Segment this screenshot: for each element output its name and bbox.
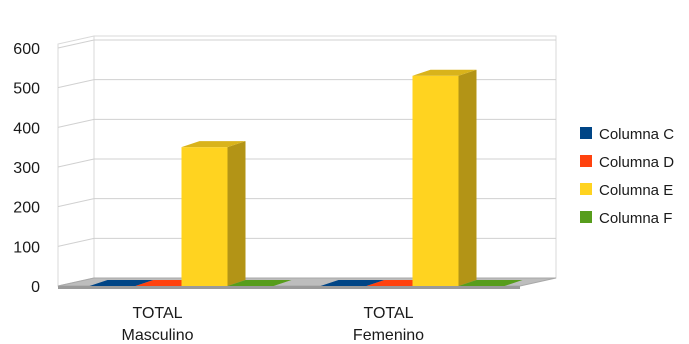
y-tick-label: 200 bbox=[13, 200, 40, 217]
bar-front bbox=[181, 147, 228, 286]
legend-item-columna-c: Columna C bbox=[580, 126, 674, 143]
y-tick-label: 600 bbox=[13, 41, 40, 58]
bar-top bbox=[227, 280, 292, 286]
bar-front bbox=[412, 75, 459, 287]
y-tick-label: 100 bbox=[13, 239, 40, 256]
x-category-label: TOTAL Masculino bbox=[121, 305, 193, 344]
bar-side bbox=[458, 69, 477, 287]
legend-swatch bbox=[580, 127, 592, 139]
bar-side bbox=[227, 141, 246, 286]
gridline bbox=[57, 39, 556, 49]
legend-item-columna-d: Columna D bbox=[580, 154, 674, 171]
bar-columna-f-cat0 bbox=[227, 280, 292, 286]
bar-top bbox=[320, 280, 385, 286]
side-wall bbox=[57, 35, 95, 287]
gridline bbox=[57, 158, 556, 168]
legend-swatch bbox=[580, 155, 592, 167]
gridlines bbox=[57, 39, 556, 247]
legend-swatch bbox=[580, 211, 592, 223]
y-tick-label: 0 bbox=[31, 279, 40, 296]
legend-label: Columna D bbox=[599, 154, 674, 171]
legend-label: Columna E bbox=[599, 182, 673, 199]
y-tick-label: 400 bbox=[13, 120, 40, 137]
gridline bbox=[57, 237, 556, 247]
floor-front bbox=[58, 286, 520, 289]
legend-label: Columna C bbox=[599, 126, 674, 143]
gridline bbox=[57, 79, 556, 89]
x-category-label: TOTAL Femenino bbox=[353, 305, 424, 344]
legend-swatch bbox=[580, 183, 592, 195]
bar-top bbox=[458, 280, 523, 286]
bar-top bbox=[412, 69, 477, 76]
bar-columna-f-cat1 bbox=[458, 280, 523, 286]
y-tick-label: 300 bbox=[13, 160, 40, 177]
chart-walls bbox=[57, 35, 557, 287]
x-axis-categories: TOTAL Masculino TOTAL Femenino bbox=[121, 305, 424, 344]
legend: Columna C Columna D Columna E Columna F bbox=[580, 126, 674, 227]
bar-columna-c-cat0 bbox=[89, 280, 154, 286]
bars-group bbox=[89, 69, 523, 287]
gridline bbox=[57, 118, 556, 128]
gridline bbox=[57, 198, 556, 208]
bar-columna-e-cat0 bbox=[181, 141, 246, 286]
legend-label: Columna F bbox=[599, 210, 672, 227]
y-axis-ticks: 0 100 200 300 400 500 600 bbox=[13, 41, 40, 296]
back-wall bbox=[93, 35, 557, 279]
bar-columna-c-cat1 bbox=[320, 280, 385, 286]
y-tick-label: 500 bbox=[13, 81, 40, 98]
bar-columna-e-cat1 bbox=[412, 69, 477, 287]
bar-top bbox=[181, 141, 246, 148]
legend-item-columna-e: Columna E bbox=[580, 182, 673, 199]
legend-item-columna-f: Columna F bbox=[580, 210, 672, 227]
bar-top bbox=[89, 280, 154, 286]
